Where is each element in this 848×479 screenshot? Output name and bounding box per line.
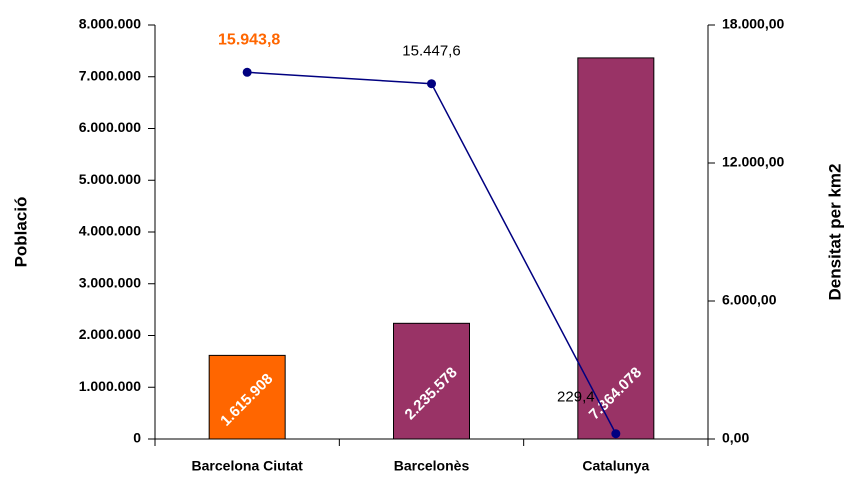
bar [393,322,470,440]
line-point [242,67,252,77]
y-tick-label: 3.000.000 [79,274,141,290]
y-tick-label: 0 [133,430,141,446]
y-tick-label: 1.000.000 [79,378,141,394]
y-tick-label: 6.000.000 [79,119,141,135]
line-label: 15.447,6 [402,43,460,60]
x-tick-label: Catalunya [582,458,649,474]
y2-tick-label: 6.000,00 [722,292,777,308]
line-label: 229,4 [557,389,595,406]
y2-tick-label: 12.000,00 [722,154,784,170]
y-tick-label: 2.000.000 [79,326,141,342]
y-tick-label: 4.000.000 [79,223,141,239]
bar [577,57,655,440]
line-point [427,79,436,89]
y2-tick-label: 18.000,00 [722,16,784,32]
line-label: 15.943,8 [218,32,280,49]
y-tick-label: 7.000.000 [79,67,141,83]
y-axis-title: Població [11,197,30,268]
x-tick-label: Barcelonès [394,458,470,474]
bar [208,354,286,440]
x-tick-label: Barcelona Ciutat [192,458,304,474]
y-tick-label: 5.000.000 [79,171,141,187]
y-tick-label: 8.000.000 [79,16,141,32]
line-point [611,429,621,439]
y2-axis-title: Densitat per km2 [825,164,844,301]
y2-tick-label: 0,00 [722,430,749,446]
